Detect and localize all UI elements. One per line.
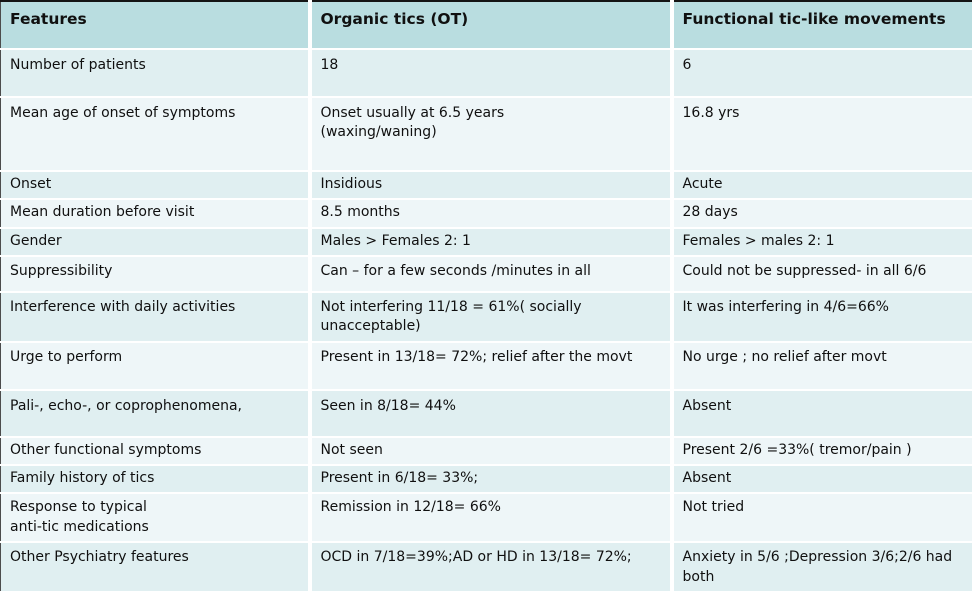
- ot-cell: Seen in 8/18= 44%: [309, 389, 674, 438]
- functional-cell: 6: [671, 49, 972, 98]
- table-row: Mean age of onset of symptoms Onset usua…: [0, 97, 972, 172]
- ot-cell: Remission in 12/18= 66%: [309, 493, 674, 544]
- functional-cell: Absent: [671, 389, 972, 438]
- functional-cell: Present 2/6 =33%( tremor/pain ): [671, 436, 972, 466]
- ot-cell: Not seen: [309, 436, 674, 466]
- column-header-features: Features: [0, 1, 312, 50]
- header-row: Features Organic tics (OT) Functional ti…: [0, 1, 972, 50]
- functional-cell: 28 days: [671, 199, 972, 229]
- table-row: Response to typical anti-tic medications…: [0, 493, 972, 544]
- ot-cell: Insidious: [309, 171, 674, 201]
- ot-cell: 8.5 months: [309, 199, 674, 229]
- ot-cell: Not interfering 11/18 = 61%( socially un…: [309, 291, 674, 343]
- column-header-functional-movements: Functional tic-like movements: [671, 1, 972, 50]
- feature-cell: Mean age of onset of symptoms: [0, 97, 312, 172]
- functional-cell: Anxiety in 5/6 ;Depression 3/6;2/6 had b…: [671, 542, 972, 591]
- ot-cell: Present in 13/18= 72%; relief after the …: [309, 341, 674, 391]
- table-row: Other functional symptoms Not seen Prese…: [0, 436, 972, 466]
- ot-cell: Males > Females 2: 1: [309, 227, 674, 257]
- ot-cell: Present in 6/18= 33%;: [309, 464, 674, 495]
- feature-cell: Onset: [0, 171, 312, 201]
- feature-cell: Mean duration before visit: [0, 199, 312, 229]
- ot-cell: Onset usually at 6.5 years (waxing/wanin…: [309, 97, 674, 172]
- table-row: Mean duration before visit 8.5 months 28…: [0, 199, 972, 229]
- functional-cell: 16.8 yrs: [671, 97, 972, 172]
- ot-cell: OCD in 7/18=39%;AD or HD in 13/18= 72%;: [309, 542, 674, 591]
- functional-cell: Not tried: [671, 493, 972, 544]
- feature-cell: Family history of tics: [0, 464, 312, 495]
- feature-cell: Number of patients: [0, 49, 312, 98]
- table-row: Pali-, echo-, or coprophenomena, Seen in…: [0, 389, 972, 438]
- functional-cell: Could not be suppressed- in all 6/6: [671, 255, 972, 293]
- functional-cell: It was interfering in 4/6=66%: [671, 291, 972, 343]
- functional-cell: No urge ; no relief after movt: [671, 341, 972, 391]
- table-row: Family history of tics Present in 6/18= …: [0, 464, 972, 495]
- ot-cell: Can – for a few seconds /minutes in all: [309, 255, 674, 293]
- functional-cell: Acute: [671, 171, 972, 201]
- feature-cell: Gender: [0, 227, 312, 257]
- feature-cell: Response to typical anti-tic medications: [0, 493, 312, 544]
- feature-cell: Interference with daily activities: [0, 291, 312, 343]
- table-row: Interference with daily activities Not i…: [0, 291, 972, 343]
- feature-cell: Pali-, echo-, or coprophenomena,: [0, 389, 312, 438]
- functional-cell: Females > males 2: 1: [671, 227, 972, 257]
- table-row: Suppressibility Can – for a few seconds …: [0, 255, 972, 293]
- ot-cell: 18: [309, 49, 674, 98]
- table-row: Number of patients 18 6: [0, 49, 972, 98]
- table-row: Urge to perform Present in 13/18= 72%; r…: [0, 341, 972, 391]
- functional-cell: Absent: [671, 464, 972, 495]
- table-row: Onset Insidious Acute: [0, 171, 972, 201]
- feature-cell: Other functional symptoms: [0, 436, 312, 466]
- column-header-organic-tics: Organic tics (OT): [309, 1, 674, 50]
- table-row: Other Psychiatry features OCD in 7/18=39…: [0, 542, 972, 591]
- feature-cell: Suppressibility: [0, 255, 312, 293]
- feature-cell: Urge to perform: [0, 341, 312, 391]
- table-row: Gender Males > Females 2: 1 Females > ma…: [0, 227, 972, 257]
- feature-cell: Other Psychiatry features: [0, 542, 312, 591]
